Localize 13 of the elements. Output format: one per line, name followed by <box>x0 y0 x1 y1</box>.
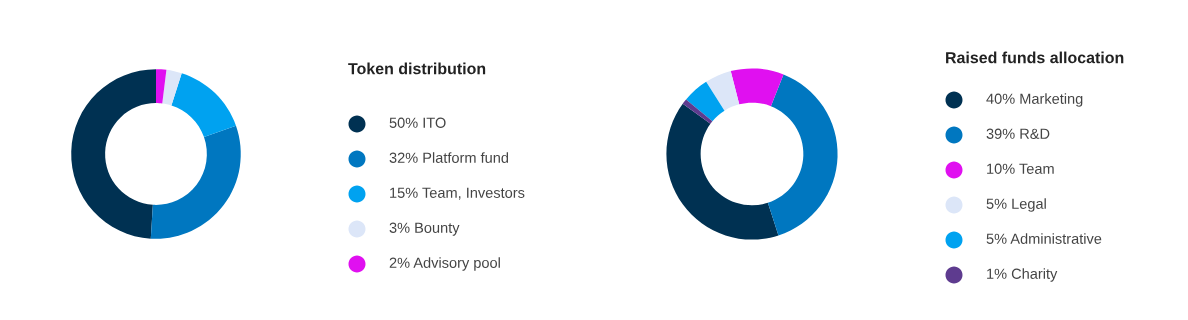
legend-label: 1% Charity <box>987 268 1058 282</box>
chart-title: Raised funds allocation <box>946 51 1124 64</box>
legend-label: 50% ITO <box>389 117 446 128</box>
legend-label: 5% Administrative <box>986 233 1102 244</box>
chart-title: Token distribution <box>348 62 486 75</box>
legend-label: 39% R&D <box>986 128 1050 139</box>
legend-label: 5% Legal <box>986 198 1046 212</box>
legend-label: 32% Platform fund <box>389 152 509 163</box>
legend-label: 10% Team <box>987 163 1054 174</box>
legend-label: 3% Bounty <box>389 222 460 236</box>
legend-label: 40% Marketing <box>986 93 1083 107</box>
legend-label: 2% Advisory pool <box>389 257 500 271</box>
legend-label: 15% Team, Investors <box>390 187 525 200</box>
